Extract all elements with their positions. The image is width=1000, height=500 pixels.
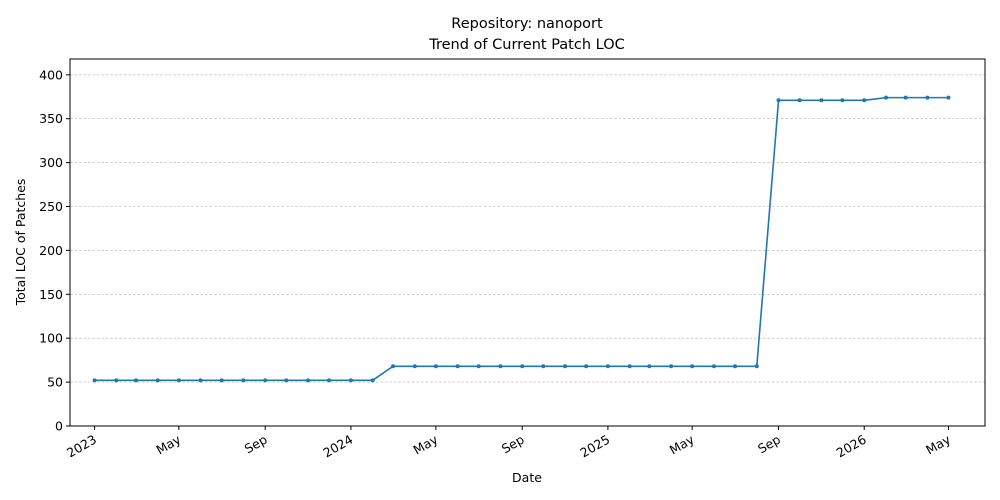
data-point — [903, 95, 908, 100]
x-tick-label: Sep — [499, 432, 527, 457]
x-tick-label: Sep — [242, 432, 270, 457]
x-axis-label: Date — [512, 470, 542, 485]
data-point — [840, 98, 845, 103]
data-point — [797, 98, 802, 103]
data-point — [883, 95, 888, 100]
y-tick-label: 100 — [39, 331, 63, 346]
grid-lines — [70, 74, 985, 427]
x-tick-label: May — [153, 431, 183, 457]
chart-subtitle: Trend of Current Patch LOC — [428, 37, 624, 53]
data-point — [176, 378, 181, 383]
data-point — [605, 364, 610, 369]
y-tick-label: 50 — [47, 375, 63, 390]
data-point — [114, 378, 119, 383]
x-tick-label: May — [410, 431, 440, 457]
x-tick-label: Sep — [755, 432, 783, 457]
y-tick-label: 200 — [39, 243, 63, 258]
x-tick-label: 2025 — [577, 432, 612, 461]
y-tick-label: 350 — [39, 111, 63, 126]
data-point — [862, 98, 867, 103]
data-point — [669, 364, 674, 369]
chart-title: Repository: nanoport — [451, 16, 603, 32]
data-point — [520, 364, 525, 369]
y-tick-label: 300 — [39, 155, 63, 170]
data-point — [241, 378, 246, 383]
y-tick-label: 400 — [39, 67, 63, 82]
data-point — [733, 364, 738, 369]
x-tick-label: 2023 — [64, 432, 99, 461]
data-point — [819, 98, 824, 103]
data-point — [198, 378, 203, 383]
data-point — [541, 364, 546, 369]
data-point — [433, 364, 438, 369]
x-tick-label: 2024 — [320, 432, 355, 461]
data-point — [690, 364, 695, 369]
data-point — [327, 378, 332, 383]
data-point — [711, 364, 716, 369]
plot-area — [92, 95, 951, 383]
data-point — [263, 378, 268, 383]
data-point — [563, 364, 568, 369]
axes-frame — [69, 58, 986, 427]
data-point — [284, 378, 289, 383]
data-point — [370, 378, 375, 383]
data-point — [155, 378, 160, 383]
data-point — [647, 364, 652, 369]
data-point — [476, 364, 481, 369]
data-point — [306, 378, 311, 383]
x-axis: 2023 May Sep 2024 May Sep 2025 May Sep 2026 May — [64, 426, 954, 461]
y-tick-label: 150 — [39, 287, 63, 302]
y-tick-label: 0 — [55, 419, 63, 434]
data-point — [134, 378, 139, 383]
data-point — [584, 364, 589, 369]
data-point — [925, 95, 930, 100]
data-point — [776, 98, 781, 103]
y-axis-label: Total LOC of Patches — [13, 179, 28, 307]
data-point — [754, 364, 759, 369]
data-point — [92, 378, 97, 383]
data-point — [946, 95, 951, 100]
data-point — [391, 364, 396, 369]
y-tick-label: 250 — [39, 199, 63, 214]
x-tick-label: May — [923, 431, 953, 457]
x-tick-label: 2026 — [834, 432, 869, 461]
data-point — [348, 378, 353, 383]
data-point — [412, 364, 417, 369]
data-point — [627, 364, 632, 369]
data-point — [498, 364, 503, 369]
x-tick-label: May — [667, 431, 697, 457]
data-point — [219, 378, 224, 383]
y-axis: 0 50 100 150 200 250 300 350 400 — [39, 67, 70, 434]
data-point — [455, 364, 460, 369]
